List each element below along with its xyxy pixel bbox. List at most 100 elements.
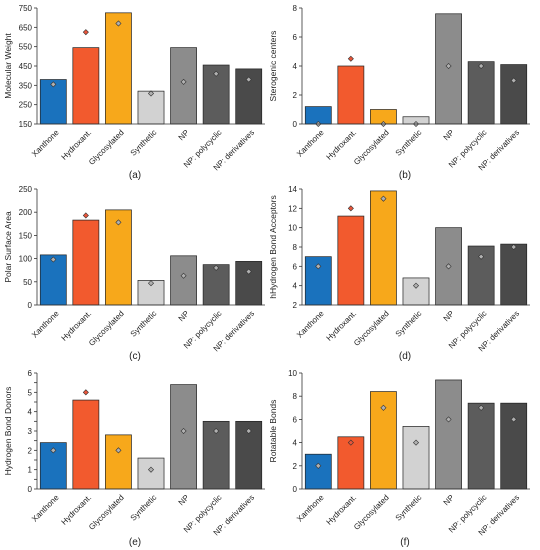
bar-6: [467, 61, 495, 125]
y-tick-label: 4: [293, 62, 298, 71]
marker-1: [50, 256, 57, 263]
bar-7: [235, 68, 263, 125]
marker-2: [82, 212, 89, 219]
marker-5: [445, 263, 452, 270]
marker-4: [147, 280, 155, 287]
marker-7: [245, 268, 252, 275]
panel-label: (b): [399, 170, 411, 181]
x-tick-label: NP: [442, 493, 456, 507]
y-tick-label: 8: [293, 392, 298, 401]
y-tick-label: 6: [293, 33, 298, 42]
marker-7: [245, 427, 252, 435]
marker-4: [147, 90, 155, 97]
bar-2: [337, 65, 365, 125]
marker-4: [147, 466, 155, 473]
marker-7: [245, 76, 252, 83]
marker-4: [412, 282, 420, 289]
bar-3: [370, 190, 397, 306]
x-tick-label: Xanthone: [295, 128, 326, 159]
y-tick-label: 4: [28, 408, 33, 417]
y-tick-label: 8: [293, 4, 298, 13]
x-tick-label: Glycosylated: [352, 309, 391, 348]
chart-panel-1: 150 250 350 450 550 650 750 XanthoneHydroxant.G…: [3, 4, 265, 181]
marker-2: [82, 389, 89, 396]
bar-5: [170, 384, 197, 490]
marker-6: [478, 62, 485, 70]
y-axis-title: hHydrogen Bond Acceptors: [268, 195, 278, 298]
y-tick-label: 350: [19, 81, 33, 90]
x-tick-label: Glycosylated: [87, 493, 126, 532]
bar-6: [467, 402, 495, 490]
x-tick-label: Synthetic: [394, 128, 424, 158]
marker-7: [510, 416, 517, 423]
x-tick-label: Synthetic: [394, 493, 424, 523]
y-tick-label: 150: [19, 231, 33, 240]
chart-panel-4: 2 4 6 8 10 12 14 XanthoneHydroxant.Glycosylated…: [268, 185, 530, 362]
panel-label: (a): [129, 170, 141, 181]
y-tick-label: 250: [19, 185, 33, 194]
bar-7: [235, 261, 263, 306]
y-tick-label: 0: [293, 485, 298, 494]
marker-5: [180, 272, 187, 279]
bar-7: [500, 64, 528, 125]
y-axis-title: Polar Surface Area: [3, 211, 13, 283]
x-tick-label: Xanthone: [295, 309, 326, 340]
y-tick-label: 8: [293, 243, 298, 252]
y-tick-label: 750: [19, 4, 33, 13]
panel-label: (f): [400, 537, 409, 548]
y-tick-label: 3: [28, 427, 33, 436]
marker-1: [50, 447, 57, 454]
y-tick-label: 100: [19, 255, 33, 264]
marker-7: [510, 243, 517, 251]
y-tick-label: 6: [293, 415, 298, 424]
marker-6: [213, 264, 220, 271]
y-tick-label: 450: [19, 62, 33, 71]
y-tick-label: 150: [19, 120, 33, 129]
marker-2: [347, 55, 354, 62]
y-tick-label: 1: [28, 466, 33, 475]
y-tick-label: 250: [19, 101, 33, 110]
x-tick-label: Synthetic: [129, 128, 159, 158]
bar-2: [337, 215, 365, 306]
y-tick-label: 12: [288, 204, 297, 213]
y-tick-label: 50: [23, 278, 32, 287]
marker-1: [315, 263, 322, 270]
bar-5: [170, 255, 197, 306]
x-tick-label: Xanthone: [30, 128, 61, 159]
y-tick-label: 2: [293, 91, 298, 100]
y-tick-label: 4: [293, 439, 298, 448]
marker-2: [82, 29, 89, 36]
marker-6: [213, 70, 220, 77]
x-tick-label: NP: [177, 128, 191, 142]
marker-7: [510, 77, 517, 84]
marker-6: [213, 427, 220, 435]
y-tick-label: 0: [28, 301, 33, 310]
bar-2: [72, 399, 100, 490]
marker-6: [478, 253, 485, 260]
marker-3: [115, 447, 122, 454]
panel-label: (c): [129, 351, 141, 362]
x-tick-label: Hydroxant.: [60, 493, 94, 527]
y-axis-title: Rotatable Bonds: [268, 400, 278, 463]
bar-4: [402, 277, 430, 306]
bar-4: [137, 457, 165, 490]
marker-2: [347, 439, 354, 446]
y-tick-label: 0: [293, 120, 298, 129]
y-tick-label: 2: [293, 462, 298, 471]
bar-1: [304, 453, 332, 490]
marker-1: [315, 462, 322, 469]
chart-panel-3: 0 50 100 150 200 250 XanthoneHydroxant.Glycosy…: [3, 185, 265, 362]
bar-1: [39, 254, 67, 306]
y-tick-label: 650: [19, 23, 33, 32]
x-tick-label: NP: [442, 309, 456, 323]
bar-4: [402, 426, 430, 490]
y-axis-title: Hydrogen Bond Donors: [3, 387, 13, 476]
bar-5: [170, 47, 197, 125]
marker-5: [445, 62, 452, 70]
panel-label: (d): [399, 351, 411, 362]
marker-3: [115, 20, 122, 27]
y-tick-label: 2: [28, 446, 33, 455]
